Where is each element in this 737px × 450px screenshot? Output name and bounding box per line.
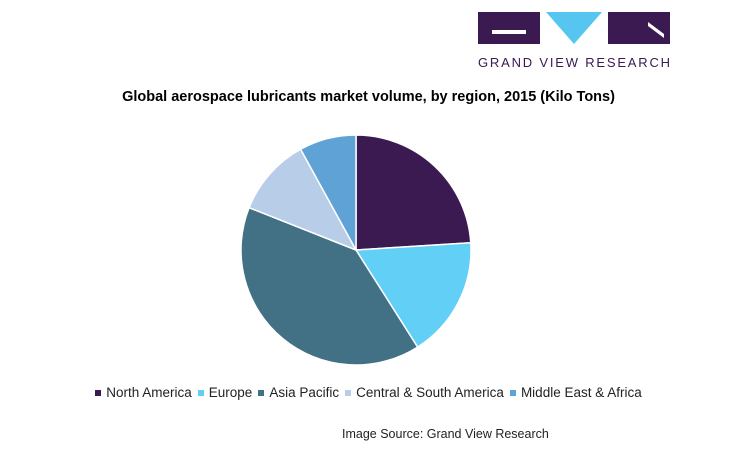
legend-label: North America: [106, 385, 192, 400]
logo-triangle: [546, 12, 602, 44]
legend-item: Europe: [197, 385, 253, 400]
legend-item: Middle East & Africa: [509, 385, 642, 400]
legend-swatch: [258, 389, 265, 396]
legend-swatch: [95, 389, 102, 396]
legend-swatch: [345, 389, 352, 396]
legend-swatch: [509, 389, 516, 396]
pie-slice-central-south-america: [248, 148, 358, 252]
legend-label: Middle East & Africa: [520, 385, 642, 400]
chart-title: Global aerospace lubricants market volum…: [122, 89, 615, 105]
pie-slice-middle-east-africa: [299, 134, 357, 251]
chart-legend: North America Europe Asia Pacific Central &…: [0, 385, 737, 400]
logo-mark-right: [648, 22, 664, 38]
pie-slice-asia-pacific: [240, 206, 419, 366]
image-source: Image Source: Grand View Research: [342, 427, 549, 441]
pie-slice-europe: [354, 241, 472, 349]
pie-slice-north-america: [355, 134, 472, 251]
legend-item: North America: [95, 385, 192, 400]
logo-block-right: [608, 12, 670, 44]
legend-swatch: [197, 389, 204, 396]
legend-label: Asia Pacific: [269, 385, 340, 400]
grand-view-research-logo: [478, 12, 670, 44]
brand-name: GRAND VIEW RESEARCH: [478, 55, 672, 70]
logo-block-left: [478, 12, 540, 44]
legend-label: Central & South America: [356, 385, 504, 400]
logo-mark-left: [492, 30, 526, 34]
legend-label: Europe: [208, 385, 253, 400]
legend-item: Asia Pacific: [258, 385, 339, 400]
legend-item: Central & South America: [345, 385, 504, 400]
